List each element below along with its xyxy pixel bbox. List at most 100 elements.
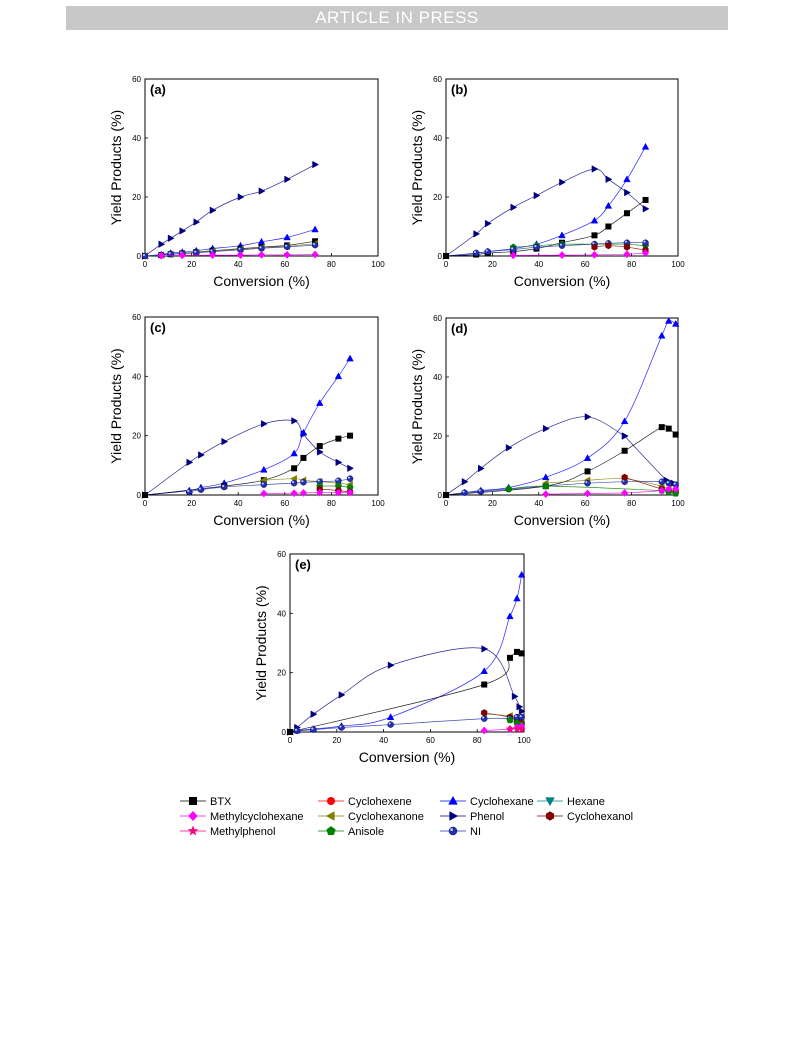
data-point [346,354,354,362]
data-point-highlight [198,487,201,490]
data-point [311,241,319,249]
legend-label: Cyclohexane [470,796,534,808]
data-point [293,727,301,735]
data-point-highlight [592,242,595,245]
data-point [484,248,492,255]
data-point [338,691,346,699]
series-line [445,416,674,496]
data-point [518,713,525,721]
chart-panel--e-: 0 20 40 60 80 100 0 20 40 60 Conversion (%) Yield P… [253,550,531,765]
data-point-highlight [482,716,485,719]
x-tick-label: 80 [327,260,336,269]
y-tick-label: 40 [433,373,442,382]
x-tick-label: 40 [534,260,543,269]
data-point [513,594,521,602]
data-point [300,454,307,461]
data-point-highlight [624,240,627,243]
plot-frame [144,316,379,496]
methylphenol-marker-icon [187,825,199,836]
data-point [623,175,631,183]
y-axis-label: Yield Products (%) [253,585,269,700]
data-point-highlight [673,482,676,485]
x-tick-label: 100 [671,260,685,269]
y-axis-label: Yield Products (%) [108,110,124,225]
data-point [334,488,343,497]
data-point [506,716,514,724]
x-tick-label: 20 [488,499,497,508]
data-point [167,250,174,258]
series-phenol [443,413,678,499]
data-point [477,488,485,495]
legend-item-cyclohexene: Cyclohexene [318,796,412,808]
data-point [512,724,522,733]
data-point [258,245,265,252]
series-anisole [505,482,680,497]
x-tick-label: 100 [371,260,385,269]
x-axis-label: Conversion (%) [514,273,610,289]
cyclohexanol-marker-icon [545,811,555,821]
data-point [461,489,468,496]
x-tick-label: 20 [187,260,196,269]
series-line [319,485,351,488]
data-point-highlight [168,252,171,255]
data-point-highlight [261,482,264,485]
data-point [542,424,550,433]
data-point [478,464,485,473]
cyclohexene-marker-icon [327,797,335,805]
data-point [642,205,650,213]
data-point-highlight [478,489,481,492]
data-point-highlight [311,727,314,730]
data-point-highlight [194,250,197,253]
data-point [506,612,514,620]
data-point [559,178,566,186]
y-tick-label: 60 [433,314,442,323]
chart-panel--d-: 0 20 40 60 80 100 0 20 40 60 Conversion (%) Yield P… [409,314,685,528]
data-point [179,227,187,235]
data-point [461,478,469,486]
data-point [338,724,345,731]
x-tick-label: 80 [627,260,636,269]
data-point [290,479,298,487]
btx-marker-icon [189,797,197,805]
data-point-highlight [511,247,514,250]
series-methylcyclohexane [157,250,319,260]
y-tick-label: 60 [132,75,141,84]
data-point [316,448,324,456]
x-tick-label: 0 [143,499,148,508]
data-point [312,160,320,169]
data-point [290,449,298,457]
data-point-highlight [222,484,225,487]
methylcyclohexane-marker-icon [188,810,198,822]
series-line [289,574,523,733]
x-tick-label: 40 [234,499,243,508]
legend-item-cyclohexane: Cyclohexane [440,795,534,808]
x-tick-label: 100 [517,736,531,745]
data-point-highlight [534,245,537,248]
data-point [311,250,319,259]
data-point [335,435,342,442]
data-point [621,488,629,497]
data-point [208,251,217,260]
data-point [591,165,599,173]
y-tick-label: 0 [438,252,443,261]
data-point [346,475,354,482]
data-point [316,399,324,406]
data-point [584,479,591,487]
series-cyclohexane [141,354,354,498]
data-point [517,570,526,578]
data-point [283,250,291,259]
legend-label: Methylcyclohexane [210,811,304,823]
panel-label: (c) [150,320,166,335]
data-point [443,492,449,498]
data-point-highlight [285,244,288,247]
series-line [594,245,646,251]
y-tick-label: 40 [433,134,442,143]
data-point-highlight [339,725,342,728]
banner-text: ARTICLE IN PRESS [315,8,479,27]
anisole-marker-icon [326,826,336,835]
data-point [186,488,193,496]
data-point [623,243,631,251]
x-axis-label: Conversion (%) [514,512,610,528]
data-point [291,417,299,425]
